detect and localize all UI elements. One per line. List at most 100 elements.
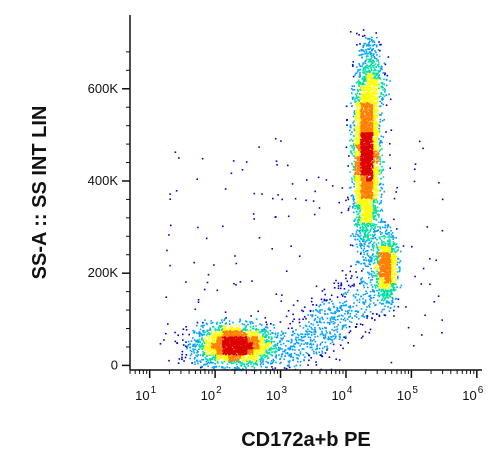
event-point	[370, 77, 373, 80]
event-point	[288, 361, 291, 364]
event-point	[357, 114, 359, 116]
event-point	[337, 287, 340, 290]
event-point	[377, 268, 379, 270]
event-point	[354, 166, 357, 169]
event-point	[341, 325, 344, 327]
event-point	[367, 219, 369, 222]
event-point	[229, 361, 231, 364]
event-point	[381, 120, 384, 122]
event-point	[371, 56, 373, 58]
event-point	[377, 156, 379, 159]
event-point	[313, 350, 315, 353]
event-point	[357, 185, 360, 187]
event-point	[285, 315, 288, 318]
event-point	[360, 219, 363, 221]
event-point	[349, 285, 352, 288]
event-point	[313, 352, 315, 355]
event-point	[245, 329, 247, 331]
event-point	[329, 309, 332, 312]
event-point	[321, 301, 324, 303]
event-point	[205, 322, 208, 325]
event-point	[341, 187, 344, 189]
event-point	[215, 335, 218, 337]
event-point	[375, 32, 377, 34]
event-point	[353, 144, 355, 146]
event-point	[255, 349, 257, 352]
event-point	[182, 344, 185, 346]
event-point	[361, 281, 363, 284]
event-point	[200, 333, 202, 335]
event-point	[378, 74, 380, 76]
event-point	[304, 333, 306, 335]
event-point	[380, 246, 382, 248]
event-point	[245, 320, 247, 322]
event-point	[388, 290, 391, 292]
event-point	[265, 366, 267, 368]
event-point	[355, 96, 358, 98]
event-point	[201, 343, 203, 346]
event-point	[366, 88, 368, 90]
event-point	[375, 44, 378, 46]
event-point	[356, 191, 359, 194]
event-point	[364, 216, 367, 218]
event-point	[361, 277, 364, 279]
event-point	[375, 269, 378, 271]
event-point	[324, 352, 327, 354]
event-point	[324, 341, 327, 344]
event-point	[208, 343, 211, 345]
event-point	[413, 345, 415, 347]
event-point	[370, 249, 373, 251]
event-point	[377, 69, 379, 72]
event-point	[373, 92, 376, 94]
event-point	[354, 310, 357, 312]
event-point	[235, 284, 237, 286]
event-point	[205, 344, 207, 346]
event-point	[370, 221, 372, 223]
event-point	[373, 234, 375, 237]
event-point	[201, 334, 203, 336]
event-point	[392, 273, 394, 276]
event-point	[204, 337, 206, 340]
event-point	[369, 114, 372, 116]
event-point	[380, 253, 383, 255]
event-point	[359, 229, 362, 232]
event-point	[363, 196, 366, 199]
event-point	[372, 152, 375, 155]
event-point	[354, 179, 357, 182]
event-point	[378, 254, 381, 257]
event-point	[374, 149, 376, 151]
event-point	[268, 351, 270, 354]
event-point	[196, 343, 198, 346]
event-point	[244, 327, 247, 329]
event-point	[387, 290, 390, 293]
event-point	[349, 306, 352, 309]
event-point	[372, 59, 374, 62]
event-point	[371, 208, 373, 210]
event-point	[371, 39, 373, 42]
event-point	[359, 186, 362, 189]
event-point	[360, 234, 362, 237]
event-point	[234, 357, 237, 359]
event-point	[357, 168, 360, 170]
event-point	[378, 284, 381, 286]
event-point	[192, 329, 194, 332]
event-point	[370, 228, 372, 230]
event-point	[206, 355, 208, 357]
event-point	[334, 312, 336, 315]
event-point	[378, 261, 380, 263]
event-point	[334, 321, 336, 324]
event-point	[258, 339, 261, 341]
event-point	[380, 186, 382, 189]
event-point	[362, 78, 365, 80]
event-point	[297, 342, 300, 345]
event-point	[394, 256, 396, 258]
event-point	[390, 249, 393, 252]
event-point	[199, 340, 201, 343]
event-point	[208, 329, 211, 331]
event-point	[282, 337, 284, 339]
event-point	[317, 176, 320, 179]
event-point	[306, 334, 309, 336]
event-point	[376, 255, 378, 258]
event-point	[292, 348, 294, 351]
event-point	[360, 206, 363, 208]
